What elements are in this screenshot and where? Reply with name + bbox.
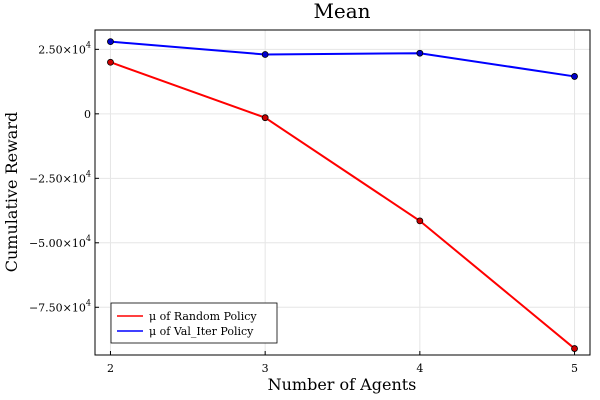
series-1-point <box>261 114 269 122</box>
x-axis-title: Number of Agents <box>268 375 417 394</box>
x-tick-label: 4 <box>416 362 423 375</box>
legend-box <box>110 302 278 344</box>
series-1-point <box>416 217 424 225</box>
series-line-1 <box>110 61 576 350</box>
series-1-point <box>107 58 114 66</box>
legend-label: μ of Val_Iter Policy <box>149 325 254 338</box>
series-layer <box>107 38 578 352</box>
series-2-point <box>571 73 578 80</box>
legend-label: μ of Random Policy <box>149 310 257 323</box>
x-tick-label: 2 <box>107 362 114 375</box>
x-tick-label: 5 <box>571 362 578 375</box>
chart-title: Mean <box>313 0 370 23</box>
series-1-point <box>571 345 578 352</box>
y-tick-label: 0 <box>84 108 91 121</box>
y-tick-label: −2.50×104 <box>29 169 91 185</box>
series-2-point <box>261 51 269 58</box>
tick-layer: 2 3 4 5 2.50×104 0 −2.50×104 −5.00×104 −7.50×104 <box>29 40 578 375</box>
y-tick-label: 2.50×104 <box>38 40 91 56</box>
series-2-point <box>416 49 424 57</box>
x-tick-label: 3 <box>262 362 269 375</box>
plot-frame <box>94 29 591 356</box>
series-line-2 <box>110 40 575 78</box>
grid-layer <box>95 30 590 355</box>
y-axis-title: Cumulative Reward <box>2 112 21 272</box>
y-tick-label: −7.50×104 <box>29 298 91 314</box>
series-2-point <box>107 38 114 46</box>
y-tick-label: −5.00×104 <box>29 234 91 250</box>
legend: μ of Random Policy μ of Val_Iter Policy <box>110 302 278 344</box>
